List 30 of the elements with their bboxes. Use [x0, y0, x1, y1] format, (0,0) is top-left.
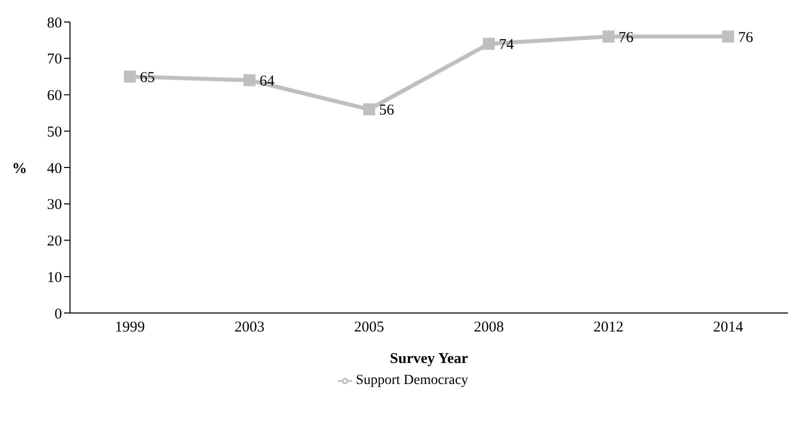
y-tick-label: 10 [47, 270, 62, 286]
x-tick-label: 1999 [114, 320, 145, 336]
y-tick-label: 0 [54, 306, 62, 322]
x-tick-label: 2012 [594, 320, 624, 336]
legend-label: Support Democracy [356, 373, 468, 388]
point [722, 30, 734, 43]
y-tick-label: 40 [47, 160, 62, 177]
x-tick-label: 2008 [474, 320, 504, 336]
data-label: 76 [738, 30, 754, 46]
y-tick-label: 20 [47, 234, 62, 250]
y-tick-label: 50 [47, 124, 62, 140]
x-tick-label: 2014 [713, 320, 744, 336]
point [482, 38, 495, 50]
point [124, 70, 136, 83]
data-label: 56 [379, 102, 395, 119]
point [363, 103, 376, 116]
data-label: 76 [618, 30, 634, 46]
point [244, 74, 256, 86]
x-tick-label: 2003 [234, 320, 264, 336]
x-tick-label: 2005 [354, 320, 384, 336]
y-tick-label: 60 [47, 88, 62, 104]
x-axis-title: Survey Year [390, 351, 468, 367]
data-label: 74 [498, 37, 514, 54]
y-tick-label: 30 [47, 197, 62, 214]
data-label: 65 [140, 70, 155, 86]
y-axis-title: % [12, 160, 27, 177]
point [602, 30, 614, 43]
data-label: 64 [260, 74, 275, 90]
y-tick-label: 80 [47, 15, 62, 32]
y-tick-label: 70 [47, 52, 62, 68]
